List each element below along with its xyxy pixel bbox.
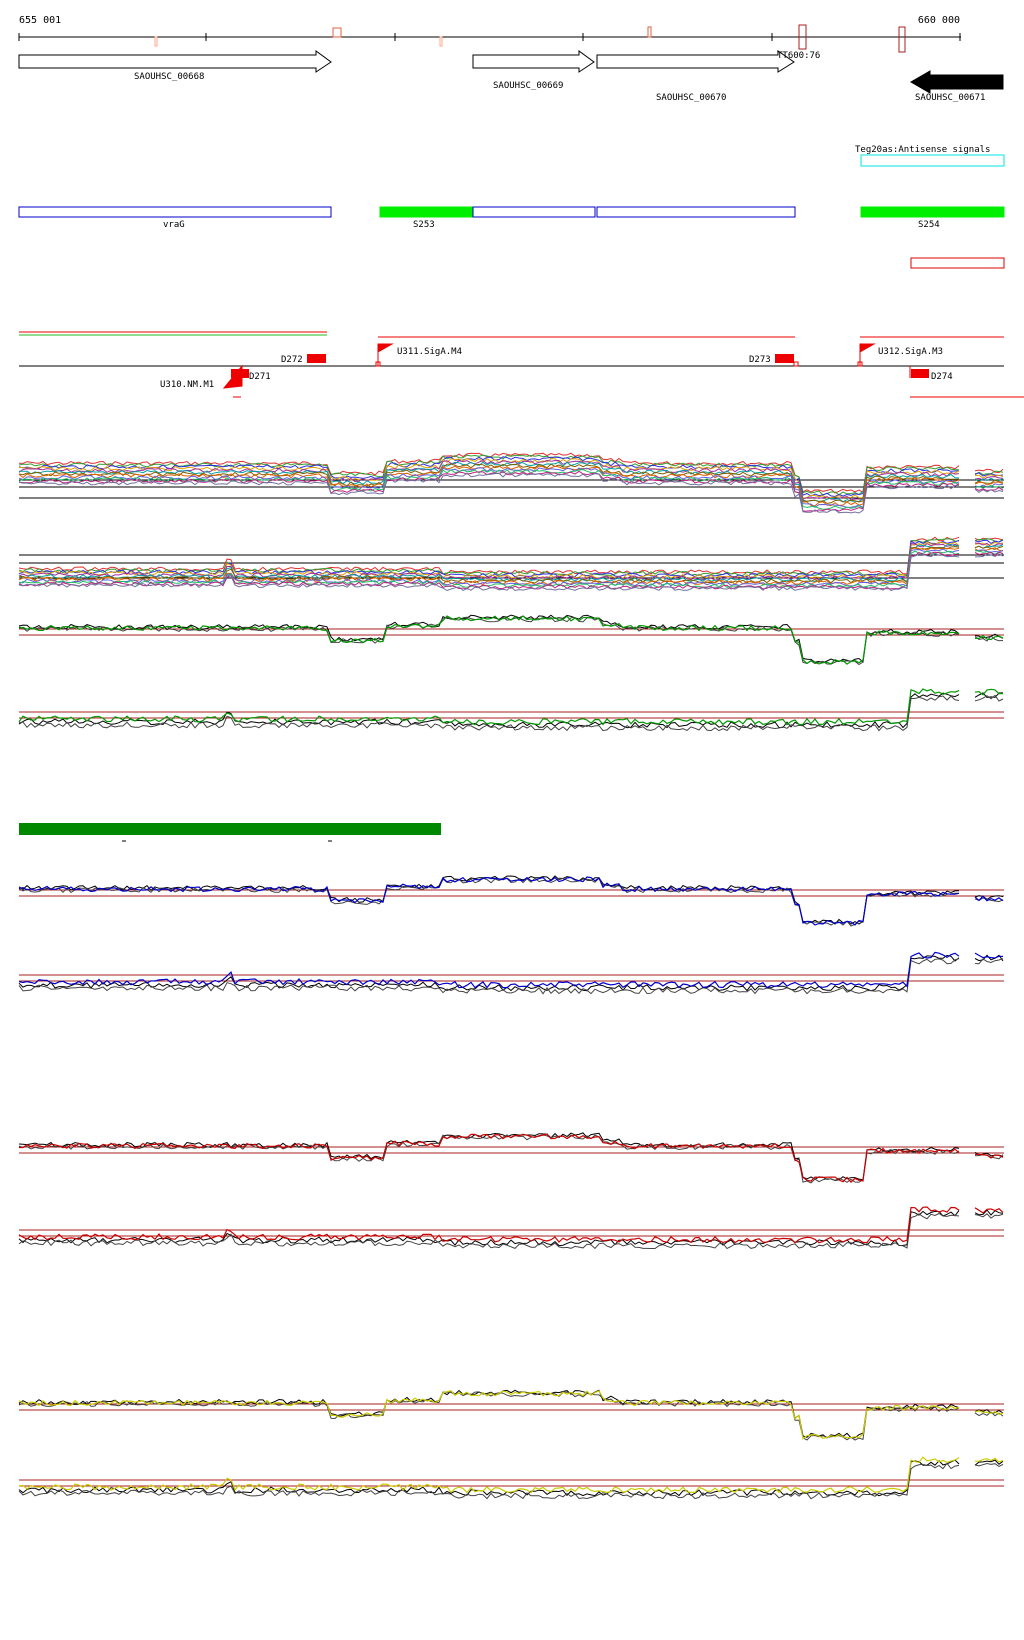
panel-1-series (18, 454, 1004, 496)
panel-2-series (18, 539, 1004, 578)
vrag-outline (18, 206, 332, 218)
blue-outline-3 (596, 206, 796, 218)
panel-1-series (18, 472, 1004, 514)
panel-2-series (18, 553, 1004, 592)
sense-black-2 (18, 1134, 1004, 1184)
gene-arrow-1 (18, 50, 332, 73)
antisense-signal-box (860, 154, 1005, 167)
panel-1-series (18, 469, 1004, 510)
sense-black-1 (18, 1132, 1004, 1182)
sense-black-2 (18, 616, 1004, 666)
antisense-black-2 (18, 694, 1004, 732)
s253-label: S253 (413, 220, 435, 230)
red-outline-box (910, 257, 1005, 269)
expression-panels (18, 452, 1004, 1500)
sense-black-1 (18, 1389, 1004, 1439)
panel-2-series (18, 536, 1004, 575)
downstream-label-3: D271 (249, 372, 271, 382)
antisense-colored (18, 688, 1003, 726)
gene-arrow-2 (472, 50, 595, 73)
sense-colored (18, 615, 1004, 665)
antisense-black-2 (18, 1212, 1004, 1250)
gene-label-3: SAOUHSC_00670 (656, 93, 726, 103)
antisense-black-1 (18, 1209, 1004, 1247)
promoter-label-3: U310.NM.M1 (160, 380, 214, 390)
panel-2-series (18, 538, 1004, 577)
sense-black-1 (18, 875, 1004, 925)
sense-black-1 (18, 614, 1004, 664)
s253-block (379, 206, 474, 218)
terminator-label: TT600:76 (777, 51, 820, 61)
downstream-label-4: D274 (931, 372, 953, 382)
panel-2-series (18, 545, 1004, 584)
regulatory-track (19, 331, 1024, 398)
sense-black-2 (18, 877, 1004, 927)
s254-label: S254 (918, 220, 940, 230)
sense-colored (18, 876, 1004, 926)
vrag-label: vraG (163, 220, 185, 230)
gene-arrow-3 (596, 50, 795, 73)
gene-arrow-4 (910, 70, 1004, 94)
blue-outline-2 (472, 206, 596, 218)
downstream-label-1: D272 (281, 355, 303, 365)
coordinate-axis (18, 24, 961, 53)
panel-2-series (18, 548, 1004, 587)
antisense-colored (18, 1206, 1004, 1244)
axis-start-label: 655 001 (19, 15, 61, 26)
condition-bar (19, 823, 441, 835)
sense-black-2 (18, 1391, 1004, 1441)
downstream-label-2: D273 (749, 355, 771, 365)
antisense-track-label: Teg20as:Antisense signals (855, 145, 990, 155)
feature-track (18, 206, 1005, 269)
gene-label-1: SAOUHSC_00668 (134, 72, 204, 82)
gene-arrows (18, 50, 1004, 94)
antisense-black-2 (18, 958, 1004, 995)
antisense-colored (18, 951, 1004, 989)
sense-colored (18, 1390, 1004, 1440)
antisense-colored (18, 1456, 1004, 1494)
axis-end-label: 660 000 (918, 15, 960, 26)
antisense-black-1 (18, 1459, 1004, 1497)
gene-label-2: SAOUHSC_00669 (493, 81, 563, 91)
antisense-black-2 (18, 1462, 1004, 1500)
gene-label-4: SAOUHSC_00671 (915, 93, 985, 103)
promoter-label-2: U312.SigA.M3 (878, 347, 943, 357)
sense-colored (19, 1133, 1004, 1183)
s254-block (860, 206, 1005, 218)
promoter-label-1: U311.SigA.M4 (397, 347, 462, 357)
